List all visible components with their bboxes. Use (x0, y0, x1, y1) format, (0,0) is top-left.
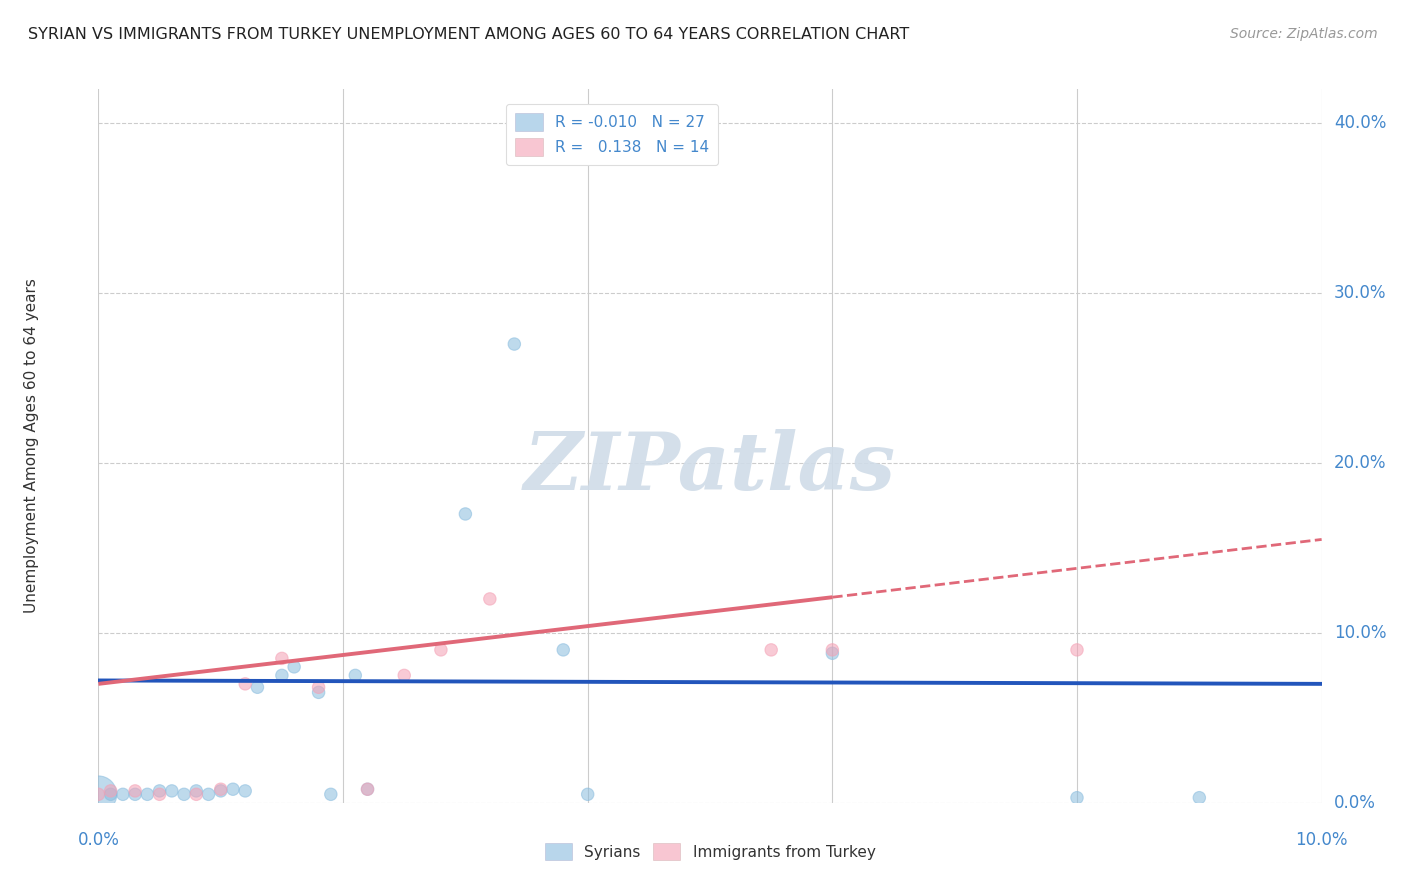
Point (160, 784, 183, 798)
Point (821, 646, 844, 660)
Point (246, 680, 269, 694)
Point (209, 782, 232, 797)
Point (553, 643, 575, 657)
Point (233, 784, 256, 798)
Point (270, 651, 292, 665)
Point (186, 787, 208, 801)
Point (576, 787, 599, 801)
Point (111, 787, 134, 801)
Point (209, 784, 232, 798)
Point (87, 787, 110, 801)
Point (503, 337, 526, 351)
Text: 10.0%: 10.0% (1334, 624, 1386, 642)
Point (1066, 643, 1088, 657)
Point (173, 787, 195, 801)
Point (233, 677, 256, 691)
Point (392, 668, 416, 682)
Point (821, 643, 844, 657)
Legend: Syrians, Immigrants from Turkey: Syrians, Immigrants from Turkey (538, 837, 882, 866)
Text: 0.0%: 0.0% (77, 831, 120, 849)
Point (308, 680, 330, 694)
Point (149, 784, 172, 798)
Point (124, 787, 146, 801)
Point (344, 668, 367, 682)
Point (222, 782, 245, 797)
Point (1188, 790, 1211, 805)
Text: SYRIAN VS IMMIGRANTS FROM TURKEY UNEMPLOYMENT AMONG AGES 60 TO 64 YEARS CORRELAT: SYRIAN VS IMMIGRANTS FROM TURKEY UNEMPLO… (28, 27, 910, 42)
Point (1066, 790, 1088, 805)
Point (478, 591, 501, 606)
Point (356, 782, 378, 797)
Point (100, 784, 122, 798)
Text: Source: ZipAtlas.com: Source: ZipAtlas.com (1230, 27, 1378, 41)
Point (136, 787, 159, 801)
Point (430, 643, 453, 657)
Point (759, 643, 782, 657)
Point (124, 784, 146, 798)
Text: ZIPatlas: ZIPatlas (524, 429, 896, 506)
Point (283, 660, 305, 674)
Point (454, 507, 477, 521)
Point (270, 668, 292, 682)
Point (87, 787, 110, 801)
Text: 20.0%: 20.0% (1334, 454, 1386, 472)
Text: 30.0%: 30.0% (1334, 284, 1386, 302)
Point (319, 787, 342, 801)
Point (356, 782, 378, 797)
Text: Unemployment Among Ages 60 to 64 years: Unemployment Among Ages 60 to 64 years (24, 278, 38, 614)
Point (100, 787, 122, 801)
Point (186, 784, 208, 798)
Text: 0.0%: 0.0% (1334, 794, 1375, 812)
Point (197, 787, 219, 801)
Point (308, 685, 330, 699)
Point (149, 787, 172, 801)
Text: 10.0%: 10.0% (1295, 831, 1348, 849)
Text: 40.0%: 40.0% (1334, 114, 1386, 132)
